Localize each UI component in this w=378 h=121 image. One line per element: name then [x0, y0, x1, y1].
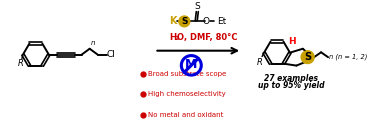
Text: High chemoselectivity: High chemoselectivity — [148, 91, 226, 97]
Text: 27 examples: 27 examples — [264, 74, 318, 83]
Text: up to 95% yield: up to 95% yield — [258, 81, 324, 90]
Text: M: M — [185, 58, 197, 71]
Text: S: S — [181, 17, 187, 26]
Text: Cl: Cl — [107, 50, 116, 59]
Text: H: H — [169, 33, 177, 42]
Text: 2: 2 — [174, 36, 179, 41]
Circle shape — [301, 51, 314, 64]
Text: K: K — [170, 16, 177, 26]
Text: S: S — [304, 52, 311, 62]
Text: R: R — [18, 60, 24, 68]
Text: S: S — [194, 2, 200, 11]
Text: n: n — [91, 40, 95, 46]
Text: Broad substrate scope: Broad substrate scope — [148, 71, 226, 77]
Text: O: O — [203, 17, 210, 26]
Text: n (n = 1, 2): n (n = 1, 2) — [329, 54, 367, 60]
Text: R: R — [257, 57, 263, 67]
Circle shape — [179, 16, 190, 27]
Text: H: H — [288, 37, 296, 46]
Text: Et: Et — [217, 17, 226, 26]
Text: O, DMF, 80°C: O, DMF, 80°C — [177, 33, 238, 42]
Text: No metal and oxidant: No metal and oxidant — [148, 112, 223, 118]
